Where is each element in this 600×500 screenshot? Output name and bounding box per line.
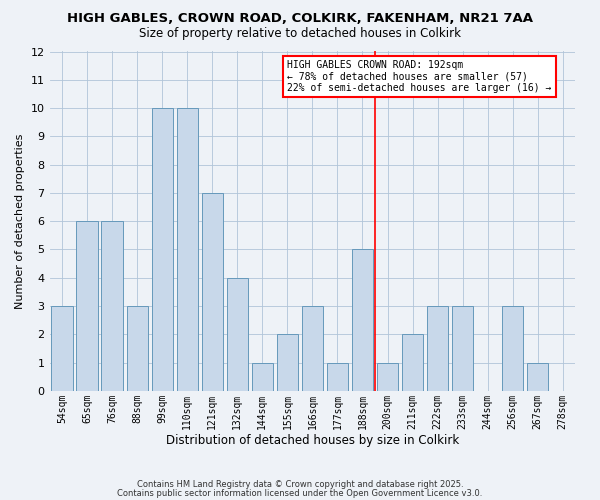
Bar bbox=[101, 221, 123, 391]
Bar bbox=[52, 306, 73, 391]
Bar bbox=[176, 108, 198, 391]
Bar bbox=[227, 278, 248, 391]
Bar bbox=[251, 362, 273, 391]
Text: HIGH GABLES, CROWN ROAD, COLKIRK, FAKENHAM, NR21 7AA: HIGH GABLES, CROWN ROAD, COLKIRK, FAKENH… bbox=[67, 12, 533, 26]
Bar bbox=[452, 306, 473, 391]
Bar bbox=[527, 362, 548, 391]
Y-axis label: Number of detached properties: Number of detached properties bbox=[15, 134, 25, 309]
Bar bbox=[427, 306, 448, 391]
Text: HIGH GABLES CROWN ROAD: 192sqm
← 78% of detached houses are smaller (57)
22% of : HIGH GABLES CROWN ROAD: 192sqm ← 78% of … bbox=[287, 60, 552, 93]
Bar bbox=[377, 362, 398, 391]
Bar bbox=[302, 306, 323, 391]
Text: Contains HM Land Registry data © Crown copyright and database right 2025.: Contains HM Land Registry data © Crown c… bbox=[137, 480, 463, 489]
X-axis label: Distribution of detached houses by size in Colkirk: Distribution of detached houses by size … bbox=[166, 434, 459, 448]
Bar bbox=[202, 193, 223, 391]
Bar bbox=[352, 250, 373, 391]
Bar bbox=[152, 108, 173, 391]
Bar bbox=[277, 334, 298, 391]
Bar bbox=[76, 221, 98, 391]
Text: Contains public sector information licensed under the Open Government Licence v3: Contains public sector information licen… bbox=[118, 488, 482, 498]
Bar bbox=[127, 306, 148, 391]
Bar bbox=[502, 306, 523, 391]
Bar bbox=[327, 362, 348, 391]
Text: Size of property relative to detached houses in Colkirk: Size of property relative to detached ho… bbox=[139, 28, 461, 40]
Bar bbox=[402, 334, 423, 391]
